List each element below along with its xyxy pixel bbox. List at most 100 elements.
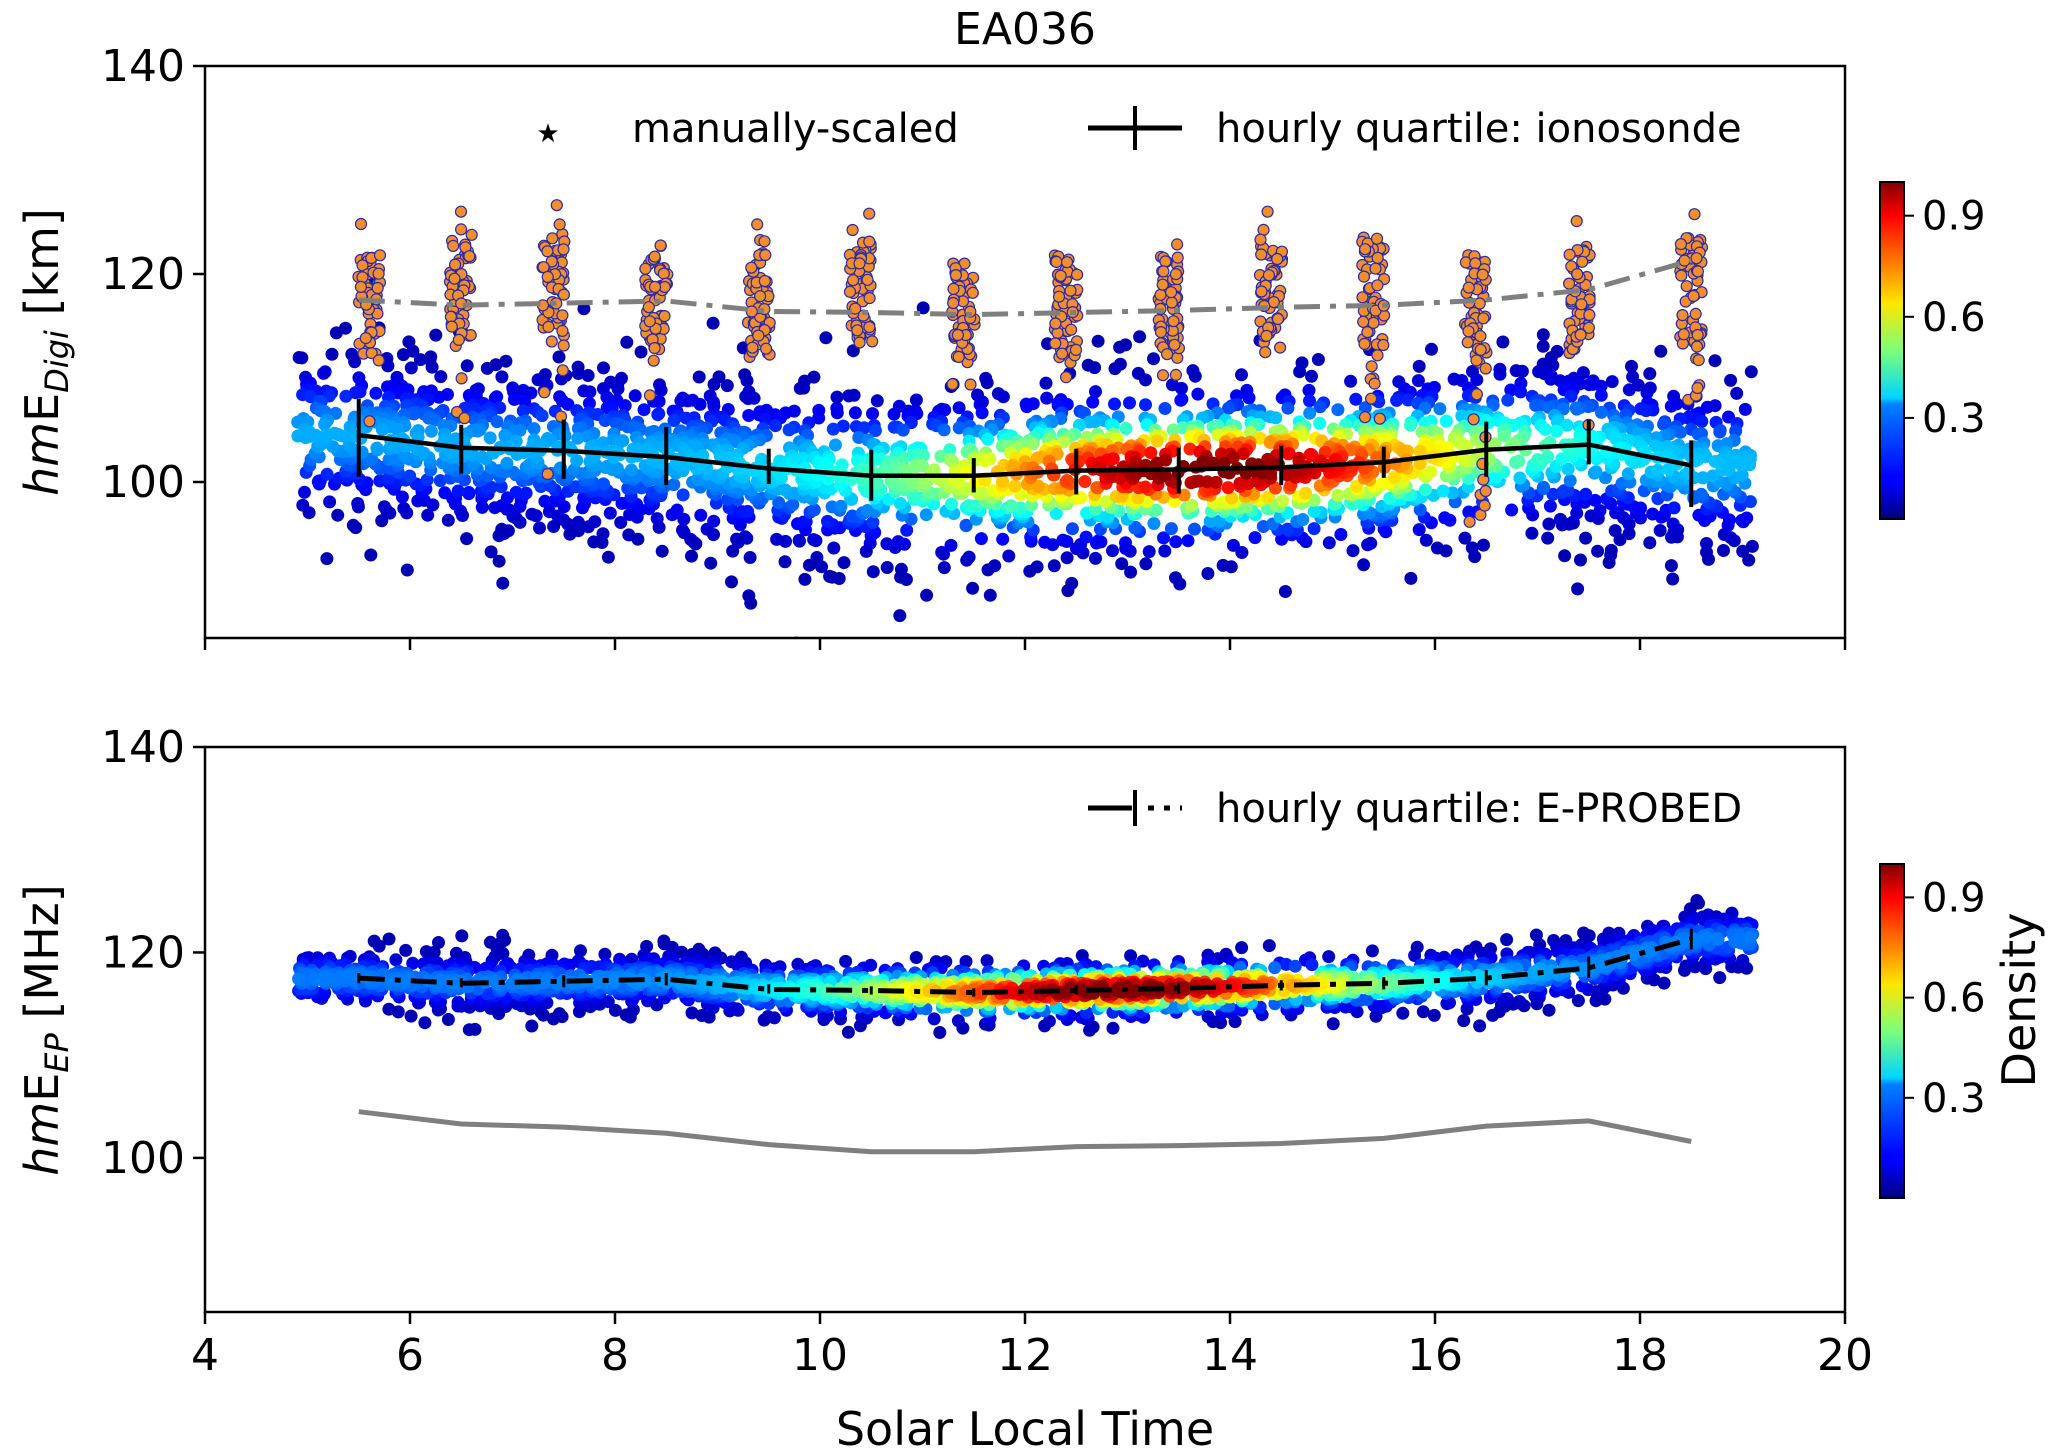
top-density-point: [1576, 366, 1590, 380]
top-density-point: [1608, 524, 1622, 538]
manually-scaled-point: [1478, 499, 1491, 512]
bottom-density-point: [292, 972, 306, 986]
top-density-point: [742, 409, 756, 422]
top-density-point: [1744, 365, 1758, 379]
top-density-point: [894, 562, 908, 576]
top-density-point: [786, 498, 800, 512]
top-density-point: [1212, 514, 1226, 528]
top-density-point: [351, 497, 365, 510]
top-density-point: [1039, 376, 1053, 390]
top-density-point: [462, 486, 476, 499]
top-density-point: [1108, 362, 1122, 376]
top-density-point: [1185, 498, 1199, 512]
top-density-point: [571, 422, 585, 436]
manually-scaled-point: [1261, 205, 1274, 218]
top-density-point: [1579, 531, 1593, 545]
manually-scaled-point: [455, 223, 468, 236]
top-density-point: [1425, 342, 1438, 356]
manually-scaled-point: [554, 410, 568, 423]
bottom-density-point: [1288, 959, 1302, 973]
manually-scaled-point: [648, 250, 661, 263]
top-density-point: [1588, 493, 1602, 507]
manually-scaled-point: [448, 272, 461, 285]
bottom-density-point: [1408, 949, 1422, 962]
top-density-point: [1404, 571, 1418, 585]
top-density-point: [837, 556, 851, 570]
top-density-point: [823, 569, 837, 583]
top-density-point: [369, 386, 383, 400]
top-density-point: [538, 494, 552, 508]
legend-manually-scaled: manually-scaled: [632, 106, 959, 152]
top-density-point: [1695, 414, 1709, 428]
top-density-point: [650, 512, 664, 526]
top-density-point: [893, 609, 907, 623]
top-density-point: [622, 528, 636, 542]
bottom-density-point: [1657, 976, 1671, 990]
top-density-point: [1582, 378, 1596, 392]
top-density-point: [870, 394, 884, 408]
manually-scaled-point: [541, 245, 554, 258]
top-density-point: [438, 486, 452, 500]
top-density-point: [597, 477, 610, 491]
manually-scaled-point: [654, 239, 667, 252]
top-density-point: [1157, 531, 1170, 545]
bottom-density-point: [1545, 964, 1558, 978]
bottom-density-point: [451, 995, 465, 1009]
top-density-point: [1651, 463, 1665, 477]
legend-star-marker: ★: [536, 119, 559, 149]
top-density-point: [1667, 501, 1681, 515]
top-density-point: [1537, 480, 1550, 494]
manually-scaled-point: [1369, 262, 1382, 275]
top-density-point: [421, 508, 435, 522]
top-density-point: [1553, 512, 1567, 526]
top-density-point: [1465, 541, 1479, 555]
top-density-point: [1654, 344, 1668, 358]
manually-scaled-point: [553, 218, 566, 231]
top-density-point: [834, 499, 848, 513]
top-density-point: [1281, 522, 1295, 536]
top-density-point: [996, 532, 1010, 546]
top-density-point: [1192, 474, 1206, 488]
top-density-point: [793, 381, 807, 395]
top-density-point: [1364, 536, 1378, 550]
manually-scaled-point: [946, 378, 959, 391]
top-density-point: [827, 541, 841, 555]
manually-scaled-point: [1688, 208, 1701, 221]
top-density-point: [1743, 495, 1757, 509]
top-density-point: [1139, 557, 1153, 571]
manually-scaled-point: [541, 467, 554, 481]
bottom-density-point: [685, 1006, 699, 1020]
top-density-point: [743, 551, 757, 564]
top-density-point: [1235, 546, 1249, 559]
top-density-point: [1115, 557, 1129, 571]
manually-scaled-point: [752, 329, 765, 342]
manually-scaled-point: [966, 286, 979, 299]
top-density-point: [375, 423, 389, 437]
top-density-point: [1639, 404, 1653, 418]
top-density-point: [1303, 406, 1317, 420]
manually-scaled-point: [1462, 325, 1475, 338]
top-density-point: [1593, 504, 1607, 518]
top-density-point: [1411, 374, 1425, 388]
manually-scaled-point: [1692, 354, 1705, 367]
manually-scaled-point: [1273, 341, 1287, 354]
top-density-point: [842, 389, 856, 403]
bottom-density-point: [1743, 930, 1757, 944]
manually-scaled-point: [1370, 232, 1384, 245]
top-density-point: [381, 380, 394, 394]
top-density-point: [1150, 434, 1164, 448]
top-density-point: [707, 377, 721, 391]
bottom-density-point: [1542, 1003, 1556, 1017]
top-density-point: [483, 431, 497, 445]
manually-scaled-point: [648, 280, 662, 293]
manually-scaled-point: [759, 342, 773, 355]
manually-scaled-point: [452, 333, 465, 346]
manually-scaled-point: [1476, 268, 1489, 281]
manually-scaled-point: [647, 354, 660, 367]
top-density-point: [1263, 436, 1277, 449]
manually-scaled-point: [1469, 257, 1482, 270]
top-density-point: [571, 515, 585, 529]
top-density-point: [413, 353, 427, 367]
